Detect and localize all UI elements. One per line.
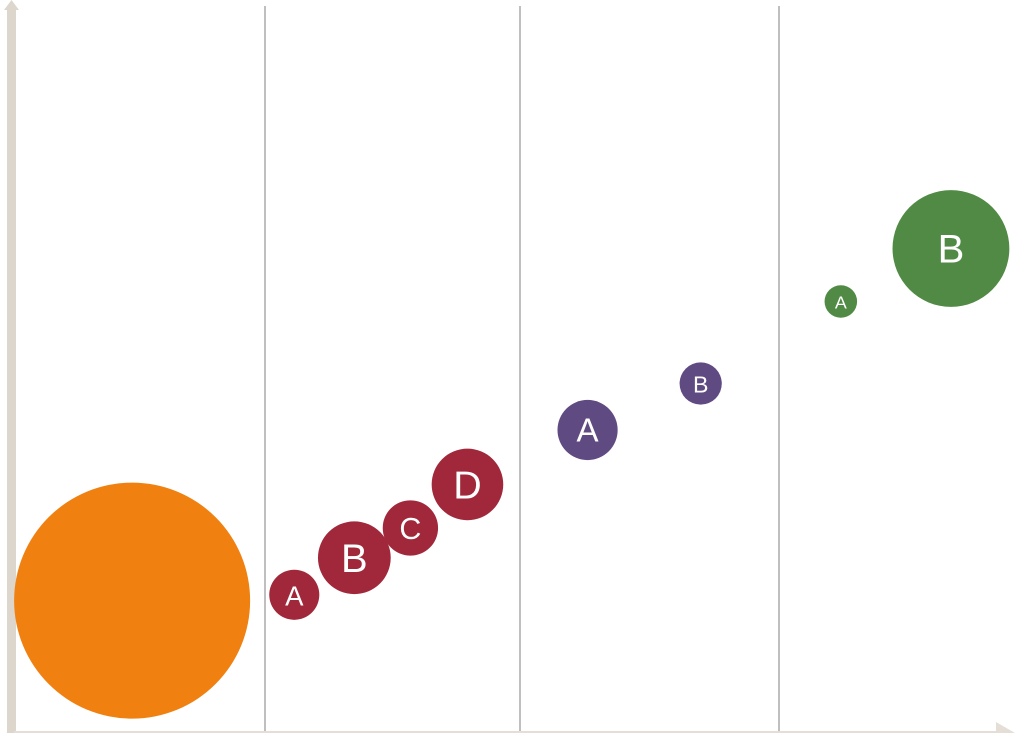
bubble-3-a	[557, 399, 618, 461]
bubble-label: B	[693, 372, 708, 398]
bubble-1-main	[14, 482, 251, 719]
bubble-label: A	[285, 580, 304, 611]
bubble-2-b	[317, 521, 391, 595]
y-axis	[4, 0, 1015, 733]
y-axis-arrow	[4, 0, 19, 10]
bubble-4-b	[892, 190, 1010, 307]
bubble-2-c	[382, 500, 439, 556]
y-axis-line	[7, 8, 16, 733]
bubble-label: A	[835, 292, 847, 312]
bubble-4-a	[824, 285, 858, 318]
bubble-3-b	[679, 362, 722, 405]
bubble-label: B	[341, 537, 368, 581]
x-axis-arrow	[996, 722, 1015, 733]
bubble-label: C	[399, 512, 421, 546]
bubble-label: A	[577, 412, 599, 449]
bubble-label: B	[938, 227, 965, 271]
bubble-2-a	[269, 569, 320, 620]
bubble-2-d	[431, 448, 504, 521]
grid-lines	[264, 6, 780, 733]
bubble-label: D	[453, 463, 481, 507]
